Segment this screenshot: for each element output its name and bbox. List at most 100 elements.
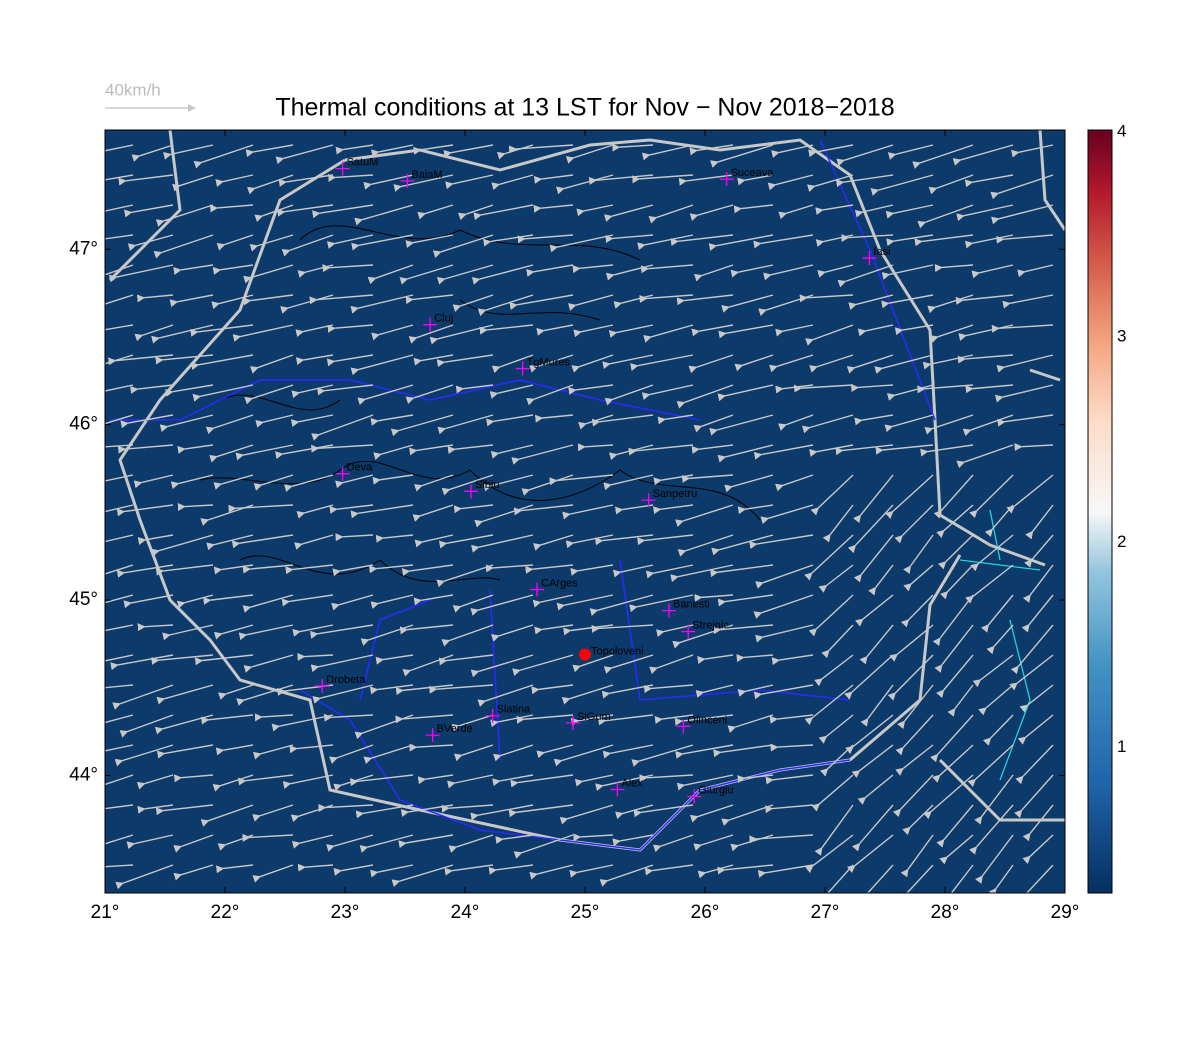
wind-arrow [159, 414, 214, 433]
wind-arrow [483, 474, 534, 492]
wind-arrow [967, 744, 1014, 788]
wind-arrow [818, 564, 854, 593]
wind-arrow [312, 684, 374, 704]
wind-arrow [689, 204, 734, 222]
wind-arrow [232, 324, 294, 342]
wind-arrow [917, 384, 974, 394]
wind-arrow [309, 624, 374, 639]
wind-arrow [648, 204, 694, 224]
wind-arrow [213, 624, 254, 640]
wind-arrow [936, 804, 974, 848]
wind-arrow [105, 324, 134, 331]
wind-arrow [156, 684, 214, 705]
wind-arrow [105, 234, 134, 240]
wind-arrow [576, 204, 614, 217]
wind-arrow [370, 594, 414, 609]
city-marker [335, 466, 350, 481]
wind-arrow [676, 384, 734, 409]
city-marker [862, 251, 877, 266]
wind-arrow [565, 534, 614, 549]
wind-arrow [375, 654, 414, 665]
wind-arrow [409, 444, 454, 456]
wind-arrow [573, 324, 614, 338]
wind-arrow [765, 774, 814, 785]
wind-arrow [971, 264, 1014, 279]
city-label: Deva [347, 462, 374, 474]
wind-arrow [295, 354, 334, 366]
x-tick-label: 23° [331, 902, 360, 923]
wind-arrow [252, 744, 294, 760]
wind-arrow [249, 234, 294, 252]
wind-arrow [395, 684, 454, 696]
city-label: Sibiu [475, 479, 499, 491]
wind-arrow [914, 234, 974, 247]
wind-arrow [709, 414, 774, 436]
wind-arrow [936, 654, 974, 699]
city-cross [315, 679, 330, 694]
wind-arrow [819, 744, 854, 777]
wind-arrow [228, 504, 294, 513]
x-tick-label: 22° [211, 902, 240, 923]
wind-arrow [982, 714, 1014, 746]
wind-arrow [965, 564, 1014, 604]
wind-arrow [895, 744, 934, 776]
wind-arrow [886, 234, 934, 247]
city-cross [641, 493, 656, 508]
wind-arrow [846, 834, 894, 874]
wind-arrow [489, 384, 534, 399]
wind-arrow [242, 594, 294, 613]
wind-arrow [105, 864, 134, 868]
wind-arrow [123, 204, 174, 218]
wind-arrow [894, 504, 934, 544]
wind-arrow [108, 264, 174, 283]
wind-arrow [291, 834, 334, 849]
wind-arrow [151, 654, 214, 665]
wind-arrow [848, 294, 894, 311]
city-marker [315, 679, 330, 694]
wind-arrow [413, 354, 454, 366]
wind-arrow [105, 414, 134, 425]
y-tick-label: 44° [69, 764, 98, 785]
wind-arrow [835, 444, 894, 456]
wind-arrow [556, 594, 614, 611]
wind-arrow [608, 324, 654, 338]
x-tick-label: 28° [931, 902, 960, 923]
wind-arrow [401, 564, 454, 577]
wind-arrow [508, 144, 574, 154]
wind-arrow [281, 594, 334, 607]
x-tick-label: 27° [811, 902, 840, 923]
wind-arrow [155, 564, 214, 576]
wind-arrow [327, 324, 374, 333]
city-label: BVerde [437, 723, 473, 735]
wind-arrow [970, 534, 1014, 572]
city-label: Olinceni [687, 714, 727, 726]
wind-arrow [409, 743, 454, 752]
x-tick-label: 21° [91, 902, 120, 923]
wind-arrow [105, 774, 134, 786]
wind-arrow [808, 594, 854, 637]
wind-arrow [929, 324, 974, 343]
wind-arrow [677, 534, 734, 557]
wind-arrow [242, 564, 294, 574]
wind-arrow [192, 384, 254, 402]
wind-arrow [355, 804, 414, 819]
wind-arrow [333, 864, 374, 876]
wind-arrow [845, 714, 894, 755]
wind-arrow [438, 534, 494, 549]
wind-arrow [213, 474, 254, 490]
wind-arrow [860, 684, 894, 727]
wind-arrow [335, 533, 374, 542]
wind-arrow [630, 354, 694, 371]
wind-arrow [105, 294, 134, 305]
city-cross [400, 173, 415, 188]
city-marker [400, 173, 415, 188]
wind-arrow [710, 144, 774, 168]
wind-arrow [136, 774, 174, 790]
city-marker [687, 789, 702, 804]
wind-arrow [753, 684, 814, 700]
wind-arrow [962, 414, 1014, 437]
wind-arrow [438, 654, 494, 666]
wind-arrow [436, 354, 494, 368]
wind-arrow [294, 534, 334, 550]
